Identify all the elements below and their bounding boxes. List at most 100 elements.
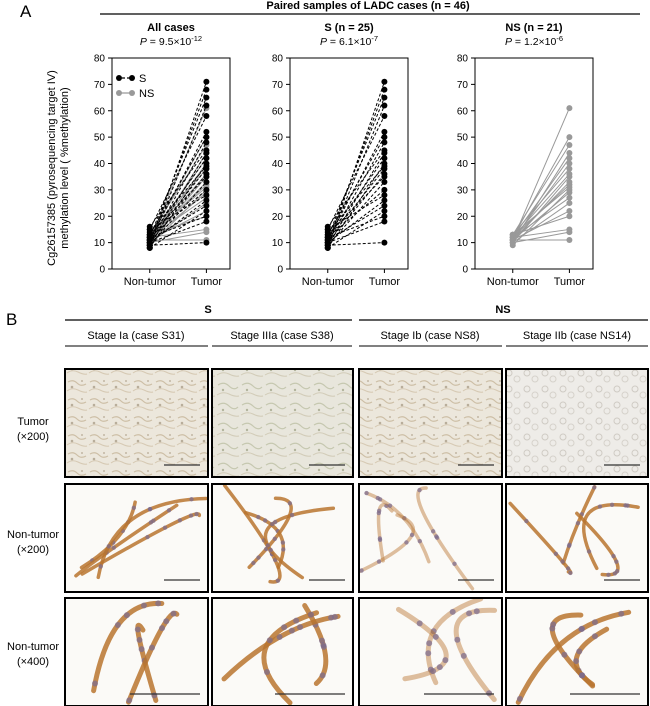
alveolar-strands: [508, 485, 640, 578]
paired-line: [512, 215, 570, 236]
y-axis-title-line1: Cg26157385 (pyrosequencing target IV): [46, 70, 58, 266]
micrograph-r1-c3: [505, 483, 649, 593]
paired-line: [149, 210, 207, 249]
y-tick-label: 50: [457, 133, 469, 144]
alveolar-strands: [91, 600, 180, 705]
x-tick-label: Tumor: [369, 276, 401, 288]
paired-line: [512, 192, 570, 241]
tumor-point: [203, 128, 210, 135]
nucleus: [256, 555, 261, 560]
tumor-point: [566, 105, 573, 112]
nucleus: [272, 536, 278, 542]
nontumor-point: [146, 226, 153, 233]
y-tick-label: 60: [457, 106, 469, 117]
p-value-exponent: -6: [556, 34, 563, 43]
tumor-point: [381, 165, 388, 172]
paired-line: [149, 142, 207, 243]
paired-line: [327, 150, 385, 228]
nucleus: [614, 559, 619, 564]
alveolar-strands: [359, 486, 475, 591]
nucleus: [265, 543, 271, 548]
y-tick-label: 40: [272, 159, 284, 170]
tumor-point: [203, 229, 210, 236]
micrograph-border: [358, 368, 503, 478]
nucleus: [473, 608, 480, 615]
nucleus: [606, 572, 611, 578]
tumor-point: [203, 113, 210, 120]
micrograph-r0-c1: [211, 368, 354, 478]
tumor-point: [381, 192, 388, 199]
p-value-mantissa: = 9.5×10: [147, 36, 192, 48]
tumor-point: [566, 160, 573, 167]
legend-label: NS: [139, 88, 154, 100]
nucleus: [425, 650, 432, 657]
paired-line: [327, 205, 385, 241]
paired-line: [149, 189, 207, 238]
nucleus: [436, 664, 443, 671]
tumor-point: [381, 207, 388, 214]
column-header-2: Stage Ib (case NS8): [380, 330, 479, 342]
y-tick-label: 10: [94, 238, 106, 249]
micrograph-tissue: [65, 369, 208, 477]
paired-line: [149, 165, 207, 233]
tumor-point: [381, 134, 388, 141]
alveolar-wall: [515, 609, 632, 705]
y-tick-label: 60: [272, 106, 284, 117]
tumor-point: [566, 229, 573, 236]
column-header-3: Stage IIb (case NS14): [523, 330, 631, 342]
nucleus: [449, 608, 456, 615]
nucleus: [320, 643, 327, 650]
tumor-point: [566, 236, 573, 243]
nucleus: [575, 520, 581, 526]
nucleus: [432, 633, 439, 640]
nucleus: [592, 485, 597, 490]
nontumor-point: [324, 242, 331, 249]
nucleus: [591, 633, 598, 640]
x-tick-label: Tumor: [554, 276, 586, 288]
chart-title: S (n = 25): [324, 22, 374, 34]
paired-line: [149, 221, 207, 244]
paired-line: [149, 136, 207, 235]
paired-line: [149, 186, 207, 236]
y-tick-label: 60: [94, 106, 106, 117]
tumor-point: [381, 94, 388, 101]
chart-s-cases: S (n = 25)P = 6.1×10-701020304050607080N…: [272, 22, 409, 288]
y-axis-title-line2: methylation level ( %methylation): [59, 87, 71, 248]
nucleus: [611, 553, 616, 559]
paired-line: [327, 168, 385, 241]
nucleus: [377, 537, 383, 543]
paired-line: [327, 210, 385, 249]
micrograph-border: [211, 368, 354, 478]
tumor-point: [381, 239, 388, 246]
micrograph-background: [359, 484, 502, 592]
paired-line: [327, 142, 385, 243]
series-ns: [509, 105, 573, 249]
tumor-point: [203, 186, 210, 193]
nucleus: [460, 652, 467, 659]
nucleus: [307, 611, 314, 618]
y-tick-label: 40: [94, 159, 106, 170]
micrograph-r2-c2: [358, 597, 503, 706]
micrograph-border: [211, 597, 354, 706]
paired-line: [149, 176, 207, 236]
micrograph-r1-c0: [64, 483, 209, 593]
nucleus: [162, 525, 168, 530]
legend-marker: [129, 75, 135, 81]
paired-line: [149, 215, 207, 238]
y-tick-label: 70: [272, 80, 284, 91]
paired-line: [149, 205, 207, 241]
nucleus: [625, 503, 630, 508]
micrograph-border: [358, 483, 503, 593]
nucleus: [270, 521, 275, 527]
nucleus: [276, 633, 283, 640]
nucleus: [188, 513, 194, 518]
micrograph-border: [358, 597, 503, 706]
tumor-point: [203, 197, 210, 204]
nucleus: [280, 540, 286, 545]
tumor-point: [203, 213, 210, 220]
y-tick-label: 20: [94, 212, 106, 223]
paired-line: [149, 200, 207, 244]
tumor-point: [566, 207, 573, 214]
tumor-point: [381, 202, 388, 209]
